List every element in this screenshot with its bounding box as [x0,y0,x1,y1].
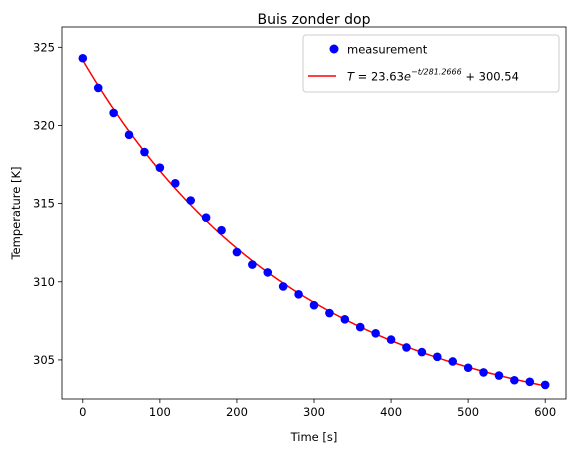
y-tick-label: 315 [33,197,55,211]
x-tick-label: 500 [457,405,479,419]
measurement-point [325,308,334,318]
points-layer [78,53,550,390]
measurement-point [448,357,458,366]
legend-fit-eq: = 23.63 [354,70,404,84]
x-tick-label: 600 [534,405,556,419]
x-tick-label: 100 [149,405,171,419]
measurement-point [201,213,211,222]
measurement-point [355,322,365,332]
y-tick-label: 310 [33,275,55,289]
measurement-point [170,179,180,188]
measurement-point [248,260,257,269]
measurement-point [186,196,195,205]
measurement-point [540,380,550,390]
measurement-point [155,163,165,172]
x-tick-label: 200 [226,405,248,419]
measurement-point [340,314,350,324]
x-tick-label: 0 [79,405,86,419]
legend: measurement T = 23.63e−t/281.2666 + 300.… [302,34,560,93]
measurement-point [232,247,242,257]
measurement-point [124,130,134,140]
legend-fit-tail: + 300.54 [462,70,519,84]
x-axis: 0 100 200 300 400 500 600 [79,399,556,419]
x-tick-label: 300 [303,405,325,419]
legend-fit-exponent: −t/281.2666 [411,68,462,77]
legend-label-fit: T = 23.63e−t/281.2666 + 300.54 [347,68,519,84]
measurement-point [309,300,319,310]
measurement-point [294,289,303,299]
x-tick-label: 400 [380,405,402,419]
legend-fit-t: T [347,70,355,84]
legend-marker-measurement [329,44,339,54]
measurement-point [140,147,149,157]
measurement-point [525,377,535,387]
y-tick-label: 320 [33,118,55,132]
measurement-point [217,225,226,235]
measurement-point [263,268,273,277]
measurement-point [78,53,88,63]
measurement-point [109,108,118,118]
measurement-point [371,329,380,338]
y-tick-label: 325 [33,40,55,54]
x-axis-label: Time [s] [290,430,338,444]
legend-box [302,34,560,93]
y-tick-label: 305 [33,353,55,367]
legend-fit-e: e [404,70,411,84]
measurement-point [494,371,504,380]
legend-label-measurement: measurement [347,43,428,57]
y-axis-label: Temperature [K] [9,166,23,260]
measurement-point [510,375,519,385]
measurement-point [417,347,427,357]
measurement-point [479,368,488,377]
measurement-point [93,83,103,93]
measurement-point [433,352,442,362]
measurement-point [463,363,473,373]
y-axis: 305 310 315 320 325 [33,40,62,367]
chart-title: Buis zonder dop [258,12,371,28]
measurement-point [278,282,288,291]
measurement-point [386,335,396,344]
measurement-point [402,343,411,352]
